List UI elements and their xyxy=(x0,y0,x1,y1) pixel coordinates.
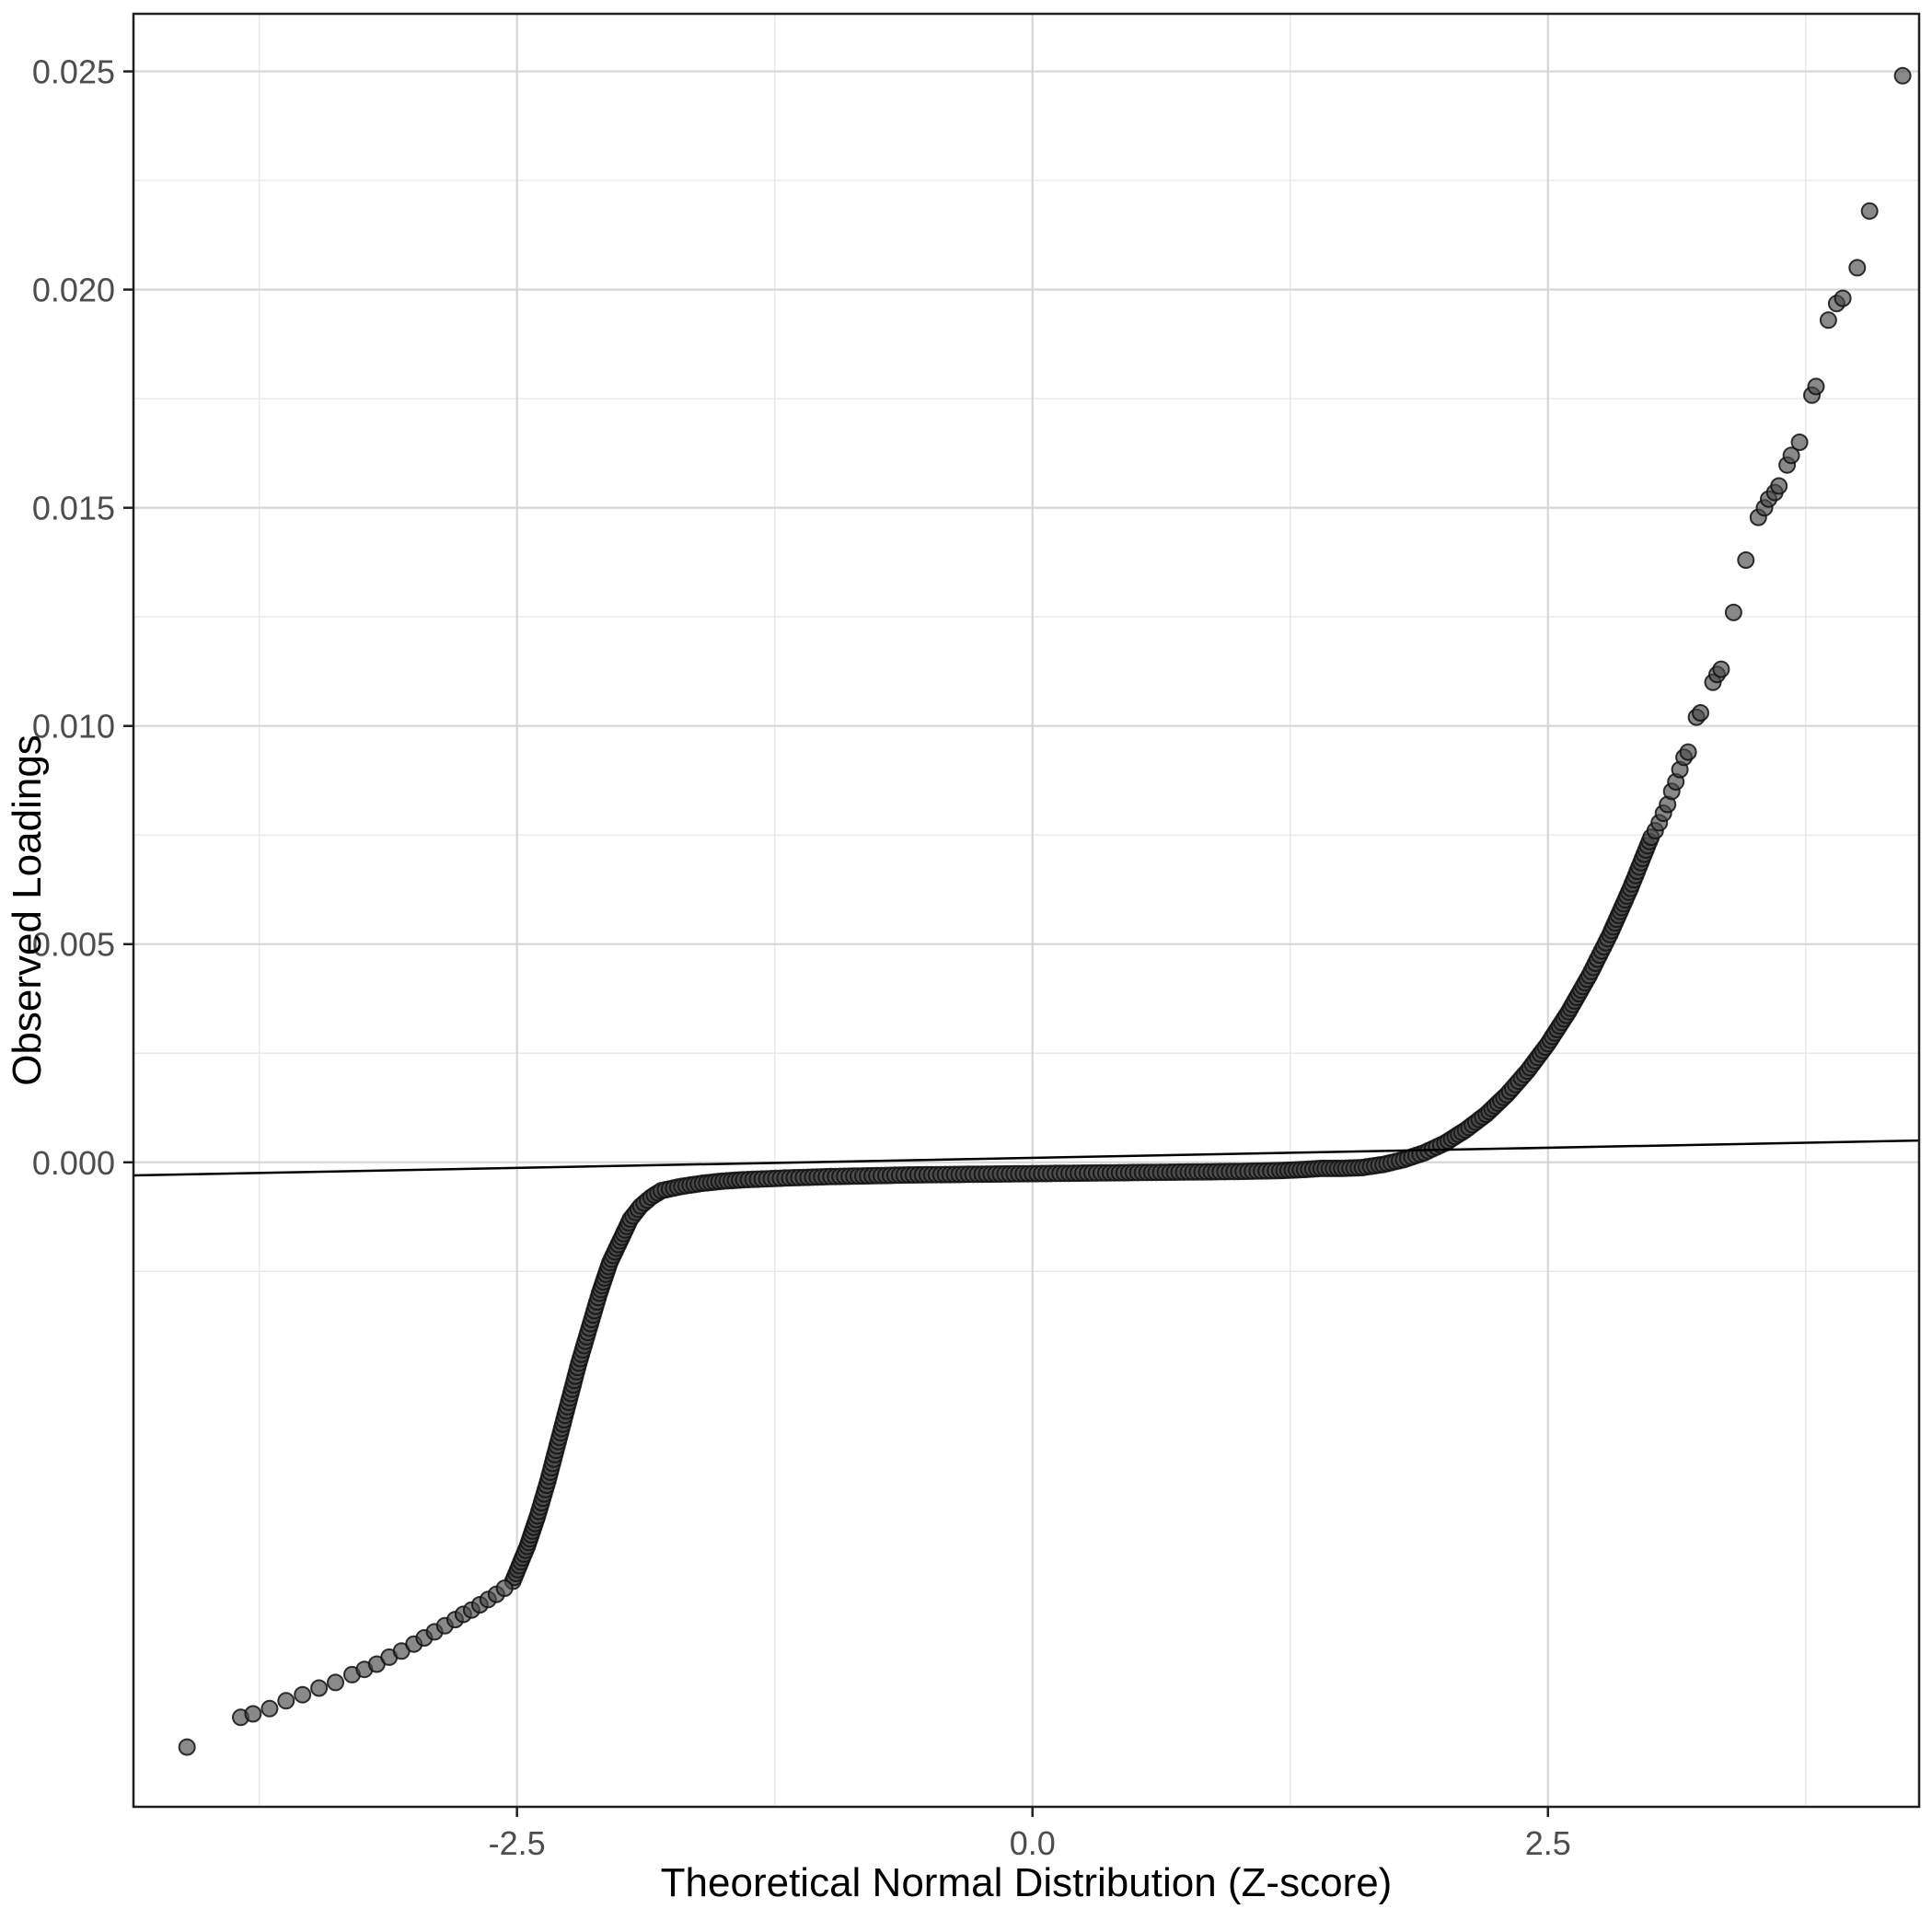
panel-border xyxy=(132,12,1921,1809)
axis-tick-marks xyxy=(123,70,1550,1817)
y-axis-tick-labels: 0.000 0.005 0.010 0.015 0.020 0.025 xyxy=(32,53,115,1182)
svg-text:0.025: 0.025 xyxy=(32,53,115,91)
svg-text:0.010: 0.010 xyxy=(32,708,115,746)
svg-text:0.015: 0.015 xyxy=(32,490,115,527)
svg-text:0.0: 0.0 xyxy=(1010,1824,1056,1862)
minor-gridlines xyxy=(133,14,1919,1807)
svg-text:0.000: 0.000 xyxy=(32,1144,115,1182)
reference-line xyxy=(133,1139,1920,1177)
svg-text:0.020: 0.020 xyxy=(32,272,115,309)
x-axis-tick-labels: -2.5 0.0 2.5 xyxy=(489,1824,1571,1862)
svg-text:0.005: 0.005 xyxy=(32,926,115,964)
data-points xyxy=(178,66,1912,1756)
svg-text:-2.5: -2.5 xyxy=(489,1824,546,1862)
x-axis-title: Theoretical Normal Distribution (Z-score… xyxy=(660,1860,1393,1905)
major-gridlines xyxy=(133,14,1919,1807)
svg-text:2.5: 2.5 xyxy=(1525,1824,1571,1862)
y-axis-title: Observed Loadings xyxy=(5,735,50,1086)
